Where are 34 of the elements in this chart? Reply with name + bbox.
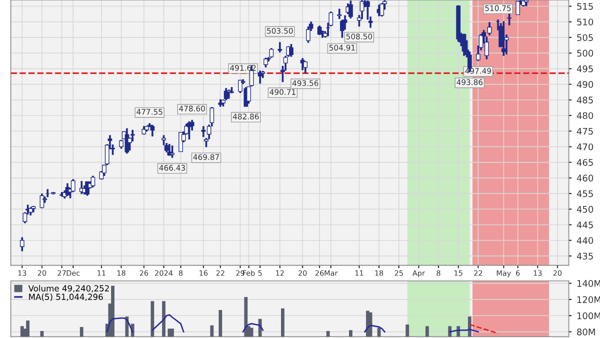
legend-label: MA(5) 51,044,296 [29,294,103,301]
y-tick-label: 440 [576,237,594,244]
candlestick [306,26,310,44]
candlestick [226,88,232,100]
candlestick [289,43,294,58]
candlestick [337,8,342,20]
y-tick-label: 515 [577,3,593,10]
y-tick-label: 455 [576,190,593,198]
candlestick [278,41,282,54]
legend-label: Volume 49,240,252 [28,285,109,292]
y-tick-label: 480 [576,112,594,120]
candlestick [264,56,268,68]
y-tick-label: 490 [576,81,594,88]
y-tick-label: 495 [576,65,593,72]
y-tick-label: 460 [576,174,594,182]
y-tick-label: 450 [576,206,594,213]
candlestick [269,47,274,59]
y-tick-label: 445 [576,222,593,228]
y-tick-label: 465 [576,159,593,166]
candlestick [20,236,24,252]
y-tick-label: 435 [576,252,593,260]
y-tick-label: 500 [577,50,594,57]
candlestick [303,60,308,74]
candlestick [348,0,353,20]
candlestick [167,143,172,157]
candlestick [170,144,174,159]
y-tick-label: 80M [577,328,595,336]
y-tick-label: 475 [576,128,593,135]
y-tick-label: 510 [577,18,594,26]
y-tick-label: 485 [576,96,593,104]
y-tick-label: 505 [577,34,593,42]
candlestick [380,2,384,18]
y-tick-label: 470 [576,143,594,150]
candlestick [90,174,96,188]
